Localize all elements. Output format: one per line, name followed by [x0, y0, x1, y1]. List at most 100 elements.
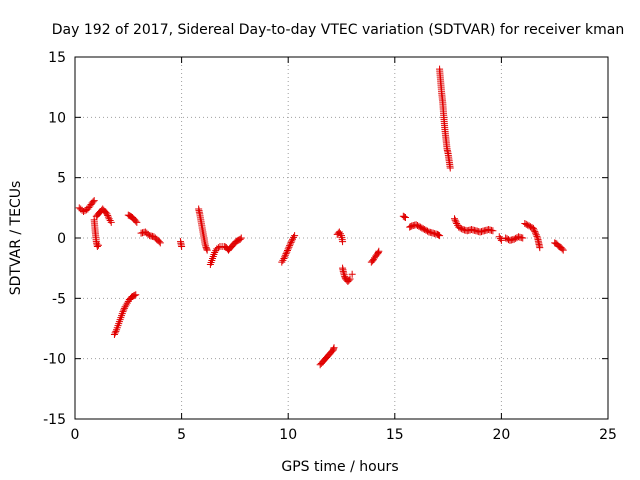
data-point — [527, 223, 535, 231]
data-point — [280, 255, 288, 263]
data-point — [453, 220, 461, 228]
data-point — [237, 234, 245, 242]
data-point — [119, 308, 127, 316]
data-point — [131, 291, 139, 299]
data-point — [521, 220, 529, 228]
data-point — [489, 227, 497, 235]
x-tick-label: 25 — [599, 427, 617, 443]
data-point — [120, 306, 128, 314]
x-tick-label: 20 — [492, 427, 510, 443]
data-point — [339, 238, 347, 246]
data-point — [106, 217, 114, 225]
data-point — [512, 234, 520, 242]
data-point — [93, 242, 101, 250]
data-points — [75, 65, 567, 369]
data-point — [418, 224, 426, 232]
data-point — [423, 227, 431, 235]
data-point — [446, 164, 454, 172]
data-point — [559, 246, 567, 254]
data-point — [435, 231, 443, 239]
data-point — [285, 243, 293, 251]
data-point — [532, 231, 540, 239]
data-point — [336, 230, 344, 238]
data-point — [455, 223, 463, 231]
data-point — [421, 226, 429, 234]
data-point — [519, 234, 527, 242]
data-point — [123, 299, 131, 307]
y-tick-label: 5 — [57, 171, 66, 187]
data-point — [288, 237, 296, 245]
data-point — [291, 232, 299, 240]
data-point — [330, 345, 338, 353]
data-point — [236, 235, 244, 243]
data-point — [80, 207, 88, 215]
data-point — [281, 253, 289, 261]
x-axis-label: GPS time / hours — [281, 459, 398, 475]
data-point — [110, 331, 118, 339]
chart-title: Day 192 of 2017, Sidereal Day-to-day VTE… — [52, 22, 624, 38]
x-tick-label: 5 — [177, 427, 186, 443]
data-point — [375, 247, 383, 255]
data-point — [103, 210, 111, 218]
data-point — [436, 232, 444, 240]
data-point — [496, 235, 504, 243]
data-point — [288, 235, 296, 243]
tick-layer: 0 5 10 15 20 25 15 10 5 0 -5 -10 -15 — [43, 50, 617, 443]
data-point — [282, 250, 290, 258]
data-point — [286, 240, 294, 248]
data-point — [340, 269, 348, 277]
data-point — [346, 275, 354, 283]
y-axis-label: SDTVAR / TECUs — [8, 181, 24, 296]
data-point — [286, 242, 294, 250]
data-point — [112, 327, 120, 335]
data-point — [107, 218, 115, 226]
data-point — [211, 248, 219, 256]
data-point — [345, 276, 353, 284]
data-point — [502, 234, 510, 242]
data-point — [283, 246, 291, 254]
data-point — [530, 226, 538, 234]
data-point — [524, 221, 532, 229]
data-point — [558, 245, 566, 253]
data-point — [111, 329, 119, 337]
data-point — [105, 215, 113, 223]
y-tick-label: -15 — [43, 412, 66, 428]
data-point — [121, 303, 129, 311]
data-point — [132, 217, 140, 225]
data-point — [283, 248, 291, 256]
data-point — [202, 242, 210, 250]
y-tick-label: -5 — [52, 291, 66, 307]
y-tick-label: 10 — [48, 110, 66, 126]
data-point — [415, 222, 423, 230]
data-point — [330, 344, 338, 352]
data-point — [532, 229, 540, 237]
data-point — [287, 238, 295, 246]
data-point — [497, 236, 505, 244]
data-point — [452, 218, 460, 226]
data-point — [412, 221, 420, 229]
data-point — [458, 225, 466, 233]
data-point — [536, 244, 544, 252]
data-point — [120, 304, 128, 312]
x-tick-label: 10 — [279, 427, 297, 443]
data-point — [340, 271, 348, 279]
data-point — [533, 232, 541, 240]
data-point — [203, 246, 211, 254]
data-point — [156, 239, 164, 247]
data-point — [214, 244, 222, 252]
data-point — [525, 222, 533, 230]
data-point — [133, 218, 141, 226]
data-point — [290, 233, 298, 241]
data-point — [416, 223, 424, 231]
data-point — [335, 228, 343, 236]
data-point — [456, 224, 464, 232]
x-tick-label: 15 — [386, 427, 404, 443]
data-point — [104, 211, 112, 219]
data-point — [522, 220, 530, 228]
data-point — [401, 213, 409, 221]
data-point — [94, 241, 102, 249]
plot-frame — [74, 56, 609, 420]
data-point — [369, 256, 377, 264]
data-point — [81, 207, 89, 215]
data-point — [122, 301, 130, 309]
